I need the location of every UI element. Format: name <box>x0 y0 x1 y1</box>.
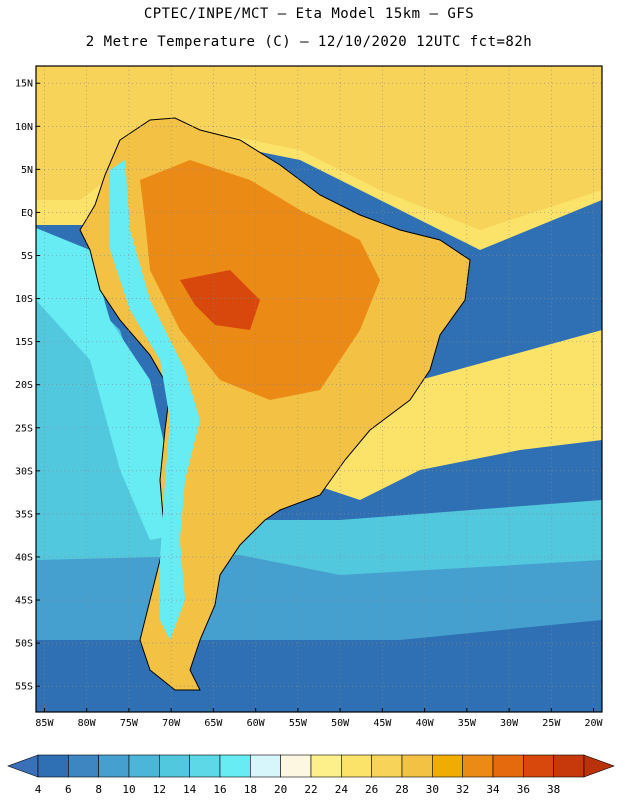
lat-label: 15S <box>15 337 33 348</box>
andes-cold-strip <box>110 160 200 640</box>
colorbar-label: 10 <box>122 783 135 796</box>
land-hottest-region <box>180 270 260 330</box>
lat-label: 45S <box>15 596 33 607</box>
colorbar-swatch <box>523 754 554 778</box>
colorbar-label: 24 <box>335 783 349 796</box>
coastal-cold-field <box>36 228 200 540</box>
colorbar-swatch <box>37 754 69 778</box>
colorbar-swatch <box>128 754 160 778</box>
colorbar-label: 12 <box>153 783 166 796</box>
colorbar-swatch <box>310 754 342 778</box>
lon-label: 75W <box>120 718 139 729</box>
colorbar-label: 8 <box>95 783 102 796</box>
colorbar-label: 28 <box>395 783 408 796</box>
tropical-ocean-field <box>36 66 602 230</box>
colorbar-low-arrow <box>7 754 39 778</box>
colorbar-swatch <box>462 754 494 778</box>
lat-label: 40S <box>15 552 33 563</box>
colorbar-label: 32 <box>456 783 469 796</box>
colorbar-label: 20 <box>274 783 287 796</box>
map-frame <box>35 65 603 713</box>
lon-label: 80W <box>78 718 97 729</box>
lon-label: 50W <box>331 718 350 729</box>
lon-label: 20W <box>585 718 604 729</box>
colorbar-label: 14 <box>183 783 197 796</box>
colorbar-swatch <box>250 754 281 778</box>
lon-label: 60W <box>247 718 266 729</box>
lat-label: 25S <box>15 423 33 434</box>
colorbar-label: 38 <box>547 783 560 796</box>
map-title: CPTEC/INPE/MCT – Eta Model 15km – GFS <box>143 6 475 22</box>
colorbar-label: 6 <box>65 783 72 796</box>
lon-label: 85W <box>35 718 54 729</box>
lon-label: 55W <box>289 718 308 729</box>
colorbar-label: 22 <box>304 783 317 796</box>
lon-label: 30W <box>500 718 519 729</box>
map-field <box>36 66 602 712</box>
colorbar-swatch <box>219 754 251 778</box>
colorbar-high-arrow <box>583 754 615 778</box>
lat-label: EQ <box>21 208 33 219</box>
colorbar: 4 6 8 10 12 14 16 18 20 22 24 26 28 30 32 34 36 38 <box>7 754 615 796</box>
colorbar-label: 36 <box>517 783 530 796</box>
colorbar-label: 30 <box>426 783 439 796</box>
colorbar-swatch <box>432 754 463 778</box>
lat-label: 30S <box>15 466 33 477</box>
colorbar-swatch <box>189 754 221 778</box>
colorbar-label: 26 <box>365 783 378 796</box>
lon-label: 40W <box>416 718 435 729</box>
lat-label: 35S <box>15 509 33 520</box>
lat-label: 50S <box>15 639 33 650</box>
colorbar-swatch <box>68 754 99 778</box>
map-subtitle: 2 Metre Temperature (C) – 12/10/2020 12U… <box>85 34 533 50</box>
lat-label: 5N <box>21 165 33 176</box>
colorbar-swatch <box>341 754 372 778</box>
colorbar-swatch <box>401 754 433 778</box>
lon-label: 35W <box>458 718 477 729</box>
lat-label: 10N <box>15 122 33 133</box>
colorbar-swatch <box>371 754 403 778</box>
colorbar-swatch <box>492 754 524 778</box>
colorbar-swatch <box>553 754 585 778</box>
lon-label: 70W <box>162 718 181 729</box>
lon-label: 45W <box>373 718 392 729</box>
lat-label: 20S <box>15 380 33 391</box>
colorbar-label: 18 <box>244 783 257 796</box>
lat-label: 10S <box>15 294 33 305</box>
colorbar-label: 16 <box>213 783 226 796</box>
lat-label: 5S <box>21 251 33 262</box>
lon-label: 25W <box>542 718 561 729</box>
colorbar-swatch <box>280 754 312 778</box>
lon-label: 65W <box>204 718 223 729</box>
lat-label: 55S <box>15 682 33 693</box>
colorbar-label: 4 <box>35 783 42 796</box>
colorbar-swatch <box>98 754 130 778</box>
lat-label: 15N <box>15 79 33 90</box>
colorbar-swatch <box>159 754 190 778</box>
colorbar-label: 34 <box>486 783 500 796</box>
land-hot-region <box>140 160 380 400</box>
axis-ticks: 15N 10N 5N EQ 5S 10S 15S 20S 25S 30S 35S 40S 45S 50S 5… <box>15 79 604 729</box>
